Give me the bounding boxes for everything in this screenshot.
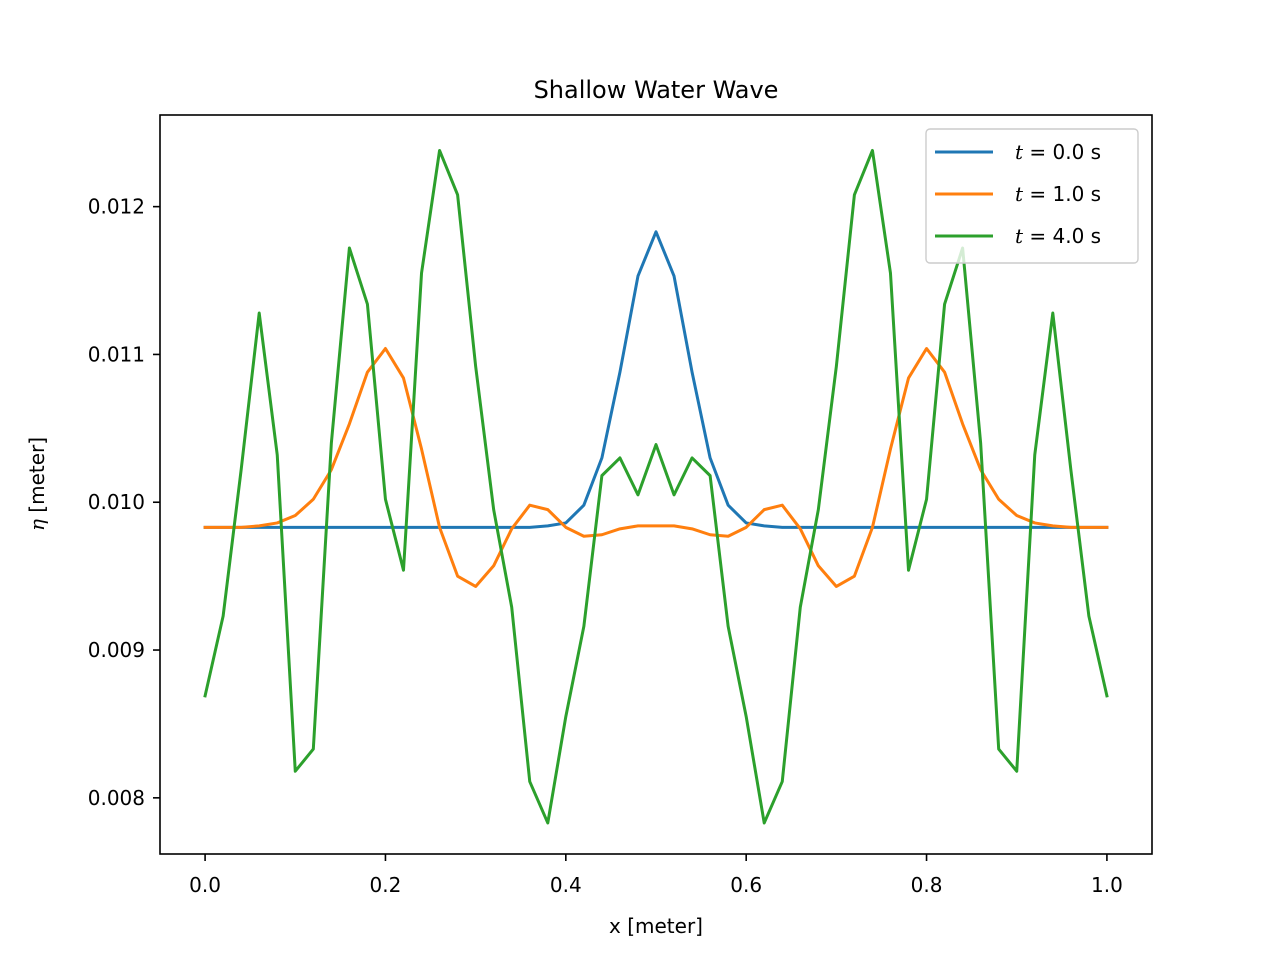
- y-tick-label: 0.009: [88, 638, 145, 662]
- x-tick-label: 0.0: [189, 873, 221, 897]
- legend-label-var: t: [1015, 140, 1024, 164]
- y-axis-title-symbol: η: [25, 519, 49, 531]
- y-tick-label: 0.011: [88, 342, 145, 366]
- series-line-2: [203, 148, 1109, 825]
- series-line-1: [203, 347, 1109, 588]
- x-axis: 0.0 0.2 0.4 0.6 0.8 1.0: [189, 854, 1123, 897]
- y-axis-title-unit: [meter]: [25, 437, 49, 519]
- series-layer: [203, 148, 1109, 825]
- y-axis-title: η [meter]: [25, 437, 49, 531]
- legend-label-text: = 1.0 s: [1023, 182, 1101, 206]
- legend-label-var: t: [1015, 182, 1024, 206]
- y-tick-label: 0.008: [88, 786, 145, 810]
- legend-label-var: t: [1015, 224, 1024, 248]
- x-axis-title: x [meter]: [609, 914, 703, 938]
- legend: t = 0.0 st = 1.0 st = 4.0 s: [925, 128, 1139, 264]
- x-tick-label: 0.2: [370, 873, 402, 897]
- legend-label-text: = 4.0 s: [1023, 224, 1101, 248]
- series-line-0: [203, 230, 1109, 529]
- x-tick-label: 1.0: [1091, 873, 1123, 897]
- x-tick-label: 0.6: [730, 873, 762, 897]
- plot-frame: [159, 114, 1153, 855]
- y-axis: 0.008 0.009 0.010 0.011 0.012: [88, 195, 160, 810]
- legend-label-1: t = 1.0 s: [1015, 182, 1101, 206]
- legend-label-2: t = 4.0 s: [1015, 224, 1101, 248]
- x-tick-label: 0.4: [550, 873, 582, 897]
- x-tick-label: 0.8: [911, 873, 943, 897]
- y-tick-label: 0.012: [88, 195, 145, 219]
- legend-label-text: = 0.0 s: [1023, 140, 1101, 164]
- legend-box: [925, 128, 1139, 264]
- legend-label-0: t = 0.0 s: [1015, 140, 1101, 164]
- y-tick-label: 0.010: [88, 490, 145, 514]
- chart-title: Shallow Water Wave: [534, 76, 779, 104]
